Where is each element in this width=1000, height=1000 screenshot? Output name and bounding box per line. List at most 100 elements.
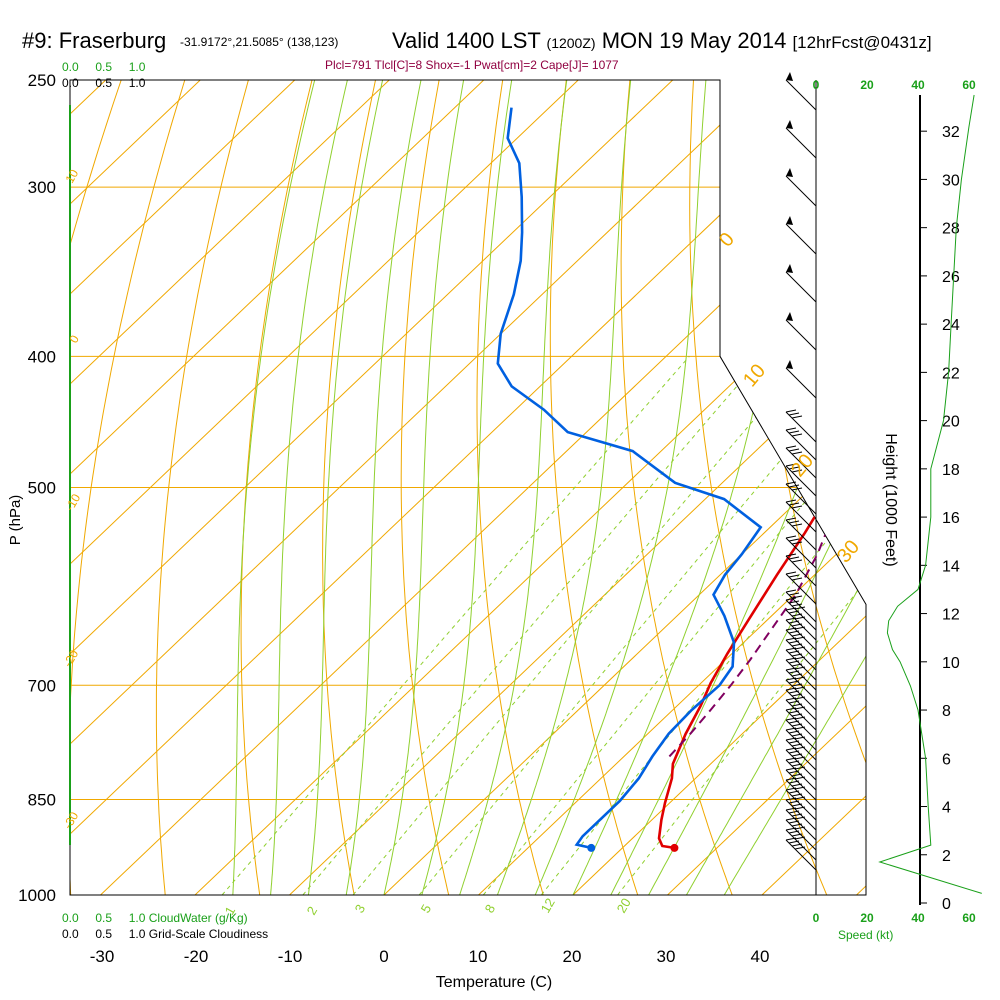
barb-feather [785,827,797,831]
barb-feather [791,773,803,777]
barb-feather [791,833,803,837]
barb-feather [785,797,797,801]
barb-feather [785,707,797,711]
barb-feather [785,535,797,539]
wind-barb [785,312,817,351]
barb-staff [785,629,817,661]
wind-barb [785,707,817,741]
wind-barb [785,637,817,671]
barb-feather [794,796,806,800]
barb-feather [794,616,806,620]
mixing-ratio-line [302,355,764,895]
valid-label: Valid 1400 LST [392,28,541,53]
wind-barb [785,517,817,551]
isotherm-label: 30 [833,536,864,567]
barb-feather [791,595,803,599]
barb-feather [791,653,803,657]
barb-staff [785,779,817,811]
barb-staff [785,483,817,515]
mixing-ratio-label: 2 [304,904,321,918]
wind-barb [785,827,817,861]
dry-adiabat [549,80,639,895]
barb-flag [786,216,793,225]
moist-adiabat [345,80,422,895]
barb-feather [791,487,803,491]
wind-barb [785,837,817,871]
height-tick-label: 6 [942,751,951,768]
y-tick-label: 400 [28,347,56,366]
forecast-label: [12hrFcst@0431z] [792,33,932,52]
chart-series [496,106,866,852]
dry-adiabat [948,80,1000,895]
x-tick-label: 20 [563,947,582,966]
barb-feather [788,720,800,724]
barb-feather [791,451,803,455]
wind-barb [785,687,817,721]
x-tick-label: 30 [657,947,676,966]
barb-flag [786,312,793,321]
barb-feather [785,445,797,449]
temperature-line [657,106,866,850]
isotherm-line [70,80,485,895]
height-tick-label: 32 [942,124,960,141]
barb-feather [785,757,797,761]
barb-feather [785,637,797,641]
barb-feather [788,556,800,560]
barb-feather [785,657,797,661]
barb-staff [785,749,817,781]
barb-staff [785,619,817,651]
y-tick-label: 300 [28,178,56,197]
barb-feather [788,820,800,824]
x-tick-label: -30 [90,947,115,966]
surface-dewpoint-dot [587,843,596,852]
barb-feather [785,627,797,631]
barb-feather [785,499,797,503]
cloudwater-tick: 0.5 [95,60,113,74]
barb-feather [794,776,806,780]
barb-staff [785,573,817,605]
barb-feather [794,746,806,750]
wind-barbs [785,72,817,871]
mixing-ratio-line [352,355,809,895]
isotherm-line [289,80,866,895]
barb-staff [785,465,817,497]
barb-feather [794,816,806,820]
chart-frame [69,79,867,896]
speed-tick-top: 20 [860,78,874,92]
barb-staff [785,649,817,681]
cloudiness-tick: 0.5 [95,76,113,90]
chart-background [70,80,1000,895]
isotherm-line [856,80,866,895]
dry-adiabat [240,80,313,895]
mixing-ratio-label: 3 [352,902,369,916]
dry-adiabat [689,80,828,895]
barb-feather [794,686,806,690]
wind-barb [785,589,817,623]
wind-barb [785,727,817,761]
barb-feather [788,680,800,684]
barb-feather [788,538,800,542]
barb-feather [785,597,797,601]
barb-staff [785,829,817,861]
barb-feather [791,613,803,617]
barb-feather [791,663,803,667]
barb-feather [791,803,803,807]
dry-adiabat [884,80,1000,895]
height-tick-label: 22 [942,365,960,382]
cloudwater-scale-top: 0.0 0.5 1.0 [62,60,145,74]
barb-feather [788,740,800,744]
isotherm-line [478,80,866,895]
moist-adiabat [723,80,866,895]
isotherm-line [70,80,863,895]
wind-barb [785,747,817,781]
cloudwater-tick: 1.0 [128,60,146,74]
height-tick-label: 16 [942,510,960,527]
y-tick-label: 1000 [18,886,56,905]
barb-feather [788,600,800,604]
barb-feather [788,730,800,734]
barb-feather [791,505,803,509]
speed-tick-top: 60 [962,78,976,92]
isotherm-line [572,80,866,895]
barb-feather [788,630,800,634]
moist-adiabat [459,80,568,895]
